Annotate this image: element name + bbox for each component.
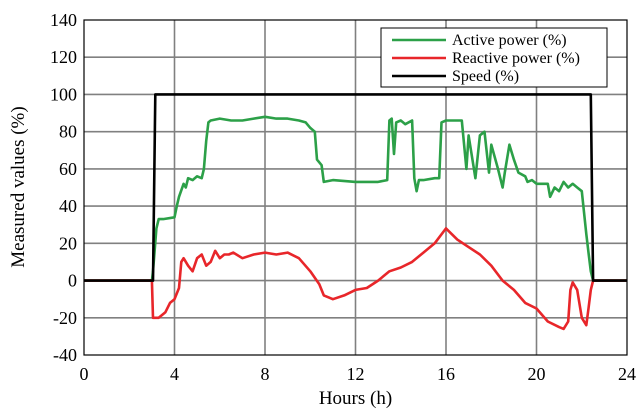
y-tick-label: 40 [59,196,77,216]
legend-label-reactive-power: Reactive power (%) [452,50,580,67]
x-tick-label: 4 [170,364,179,384]
x-axis-title: Hours (h) [319,388,392,409]
x-tick-label: 12 [347,364,365,384]
legend: Active power (%) Reactive power (%) Spee… [380,27,608,88]
y-tick-label: 60 [59,159,77,179]
x-tick-label: 0 [80,364,89,384]
series-line-speed [84,93,627,282]
series-line-active-power [84,115,627,282]
y-tick-label: -40 [53,345,77,365]
series-lines [84,93,627,331]
x-tick-label: 16 [437,364,455,384]
y-tick-label: -20 [53,308,77,328]
y-tick-label: 100 [50,84,77,104]
legend-label-speed: Speed (%) [452,68,519,85]
series-line-reactive-power [84,227,627,331]
x-tick-label: 8 [261,364,270,384]
tick-labels: 0 4 8 12 16 20 24 -40 -20 0 20 40 60 80 100 120 140 [50,10,636,384]
y-tick-label: 80 [59,122,77,142]
plot-frame [83,19,628,356]
y-tick-label: 0 [68,271,77,291]
y-tick-label: 20 [59,233,77,253]
y-axis-title: Measured values (%) [8,106,29,267]
legend-label-active-power: Active power (%) [452,32,567,49]
x-tick-label: 20 [528,364,546,384]
y-tick-label: 140 [50,10,77,30]
x-tick-label: 24 [618,364,636,384]
y-tick-label: 120 [50,47,77,67]
